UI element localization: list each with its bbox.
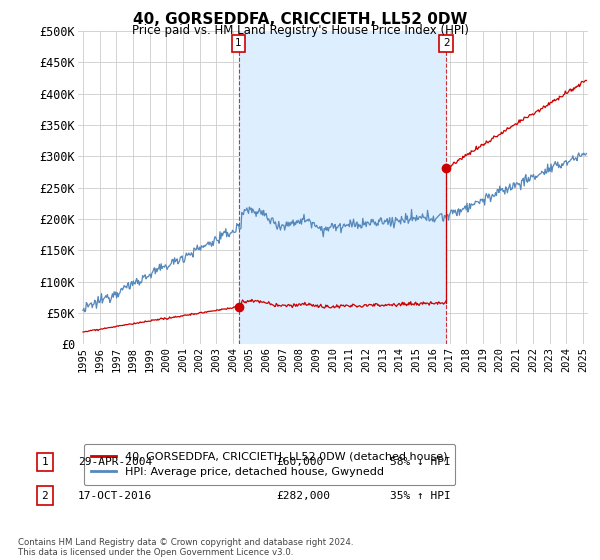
Text: 35% ↑ HPI: 35% ↑ HPI (390, 491, 451, 501)
Text: 29-APR-2004: 29-APR-2004 (78, 457, 152, 467)
Bar (239, 31, 446, 344)
Text: 1: 1 (41, 457, 49, 467)
Text: 2: 2 (41, 491, 49, 501)
Legend: 40, GORSEDDFA, CRICCIETH, LL52 0DW (detached house), HPI: Average price, detache: 40, GORSEDDFA, CRICCIETH, LL52 0DW (deta… (83, 444, 455, 485)
Text: £60,000: £60,000 (276, 457, 323, 467)
Text: 40, GORSEDDFA, CRICCIETH, LL52 0DW: 40, GORSEDDFA, CRICCIETH, LL52 0DW (133, 12, 467, 27)
Text: 17-OCT-2016: 17-OCT-2016 (78, 491, 152, 501)
Text: 58% ↓ HPI: 58% ↓ HPI (390, 457, 451, 467)
Text: Contains HM Land Registry data © Crown copyright and database right 2024.
This d: Contains HM Land Registry data © Crown c… (18, 538, 353, 557)
Text: 2: 2 (443, 38, 449, 48)
Text: Price paid vs. HM Land Registry's House Price Index (HPI): Price paid vs. HM Land Registry's House … (131, 24, 469, 36)
Text: 1: 1 (235, 38, 242, 48)
Text: £282,000: £282,000 (276, 491, 330, 501)
